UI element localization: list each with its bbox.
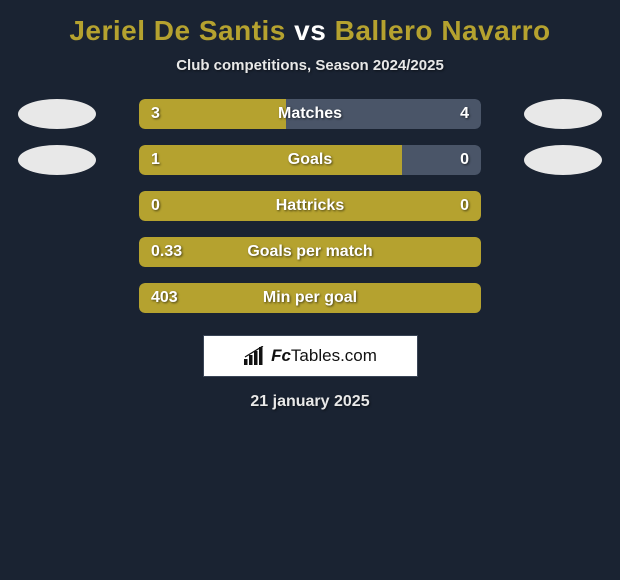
player1-name: Jeriel De Santis (69, 15, 286, 46)
player2-avatar (524, 99, 602, 129)
brand-box[interactable]: FcTables.com (203, 335, 418, 377)
brand-chart-icon (243, 346, 267, 366)
player1-avatar (18, 145, 96, 175)
brand-fc: Fc (271, 346, 291, 365)
stat-value-left: 403 (151, 283, 178, 313)
player1-avatar (18, 99, 96, 129)
stat-label: Min per goal (139, 283, 481, 313)
date-text: 21 january 2025 (250, 393, 369, 411)
stat-row: Hattricks0 0 (0, 191, 620, 221)
stat-value-left: 0.33 (151, 237, 182, 267)
player2-name: Ballero Navarro (335, 15, 551, 46)
stat-value-right: 4 (460, 99, 469, 129)
stat-value-left: 1 (151, 145, 160, 175)
stat-label: Goals per match (139, 237, 481, 267)
subtitle: Club competitions, Season 2024/2025 (176, 57, 444, 74)
stat-row: Goals1 0 (0, 145, 620, 175)
stat-bar: Goals1 0 (139, 145, 481, 175)
brand-text: FcTables.com (271, 346, 377, 366)
stat-label: Hattricks (139, 191, 481, 221)
stat-value-left: 3 (151, 99, 160, 129)
vs-text: vs (294, 15, 326, 46)
stat-value-left: 0 (151, 191, 160, 221)
stat-label: Matches (139, 99, 481, 129)
comparison-card: Jeriel De Santis vs Ballero Navarro Club… (0, 0, 620, 421)
page-title: Jeriel De Santis vs Ballero Navarro (69, 15, 550, 47)
stat-label: Goals (139, 145, 481, 175)
stat-value-right: 0 (460, 145, 469, 175)
stat-bar: Goals per match0.33 (139, 237, 481, 267)
stat-value-right: 0 (460, 191, 469, 221)
stat-bar: Hattricks0 0 (139, 191, 481, 221)
stats-block: Matches34Goals10Hattricks00Goals per mat… (0, 99, 620, 313)
stat-bar: Matches3 4 (139, 99, 481, 129)
stat-row: Goals per match0.33 (0, 237, 620, 267)
stat-row: Min per goal403 (0, 283, 620, 313)
stat-row: Matches3 4 (0, 99, 620, 129)
stat-bar: Min per goal403 (139, 283, 481, 313)
brand-tables: Tables.com (291, 346, 377, 365)
player2-avatar (524, 145, 602, 175)
